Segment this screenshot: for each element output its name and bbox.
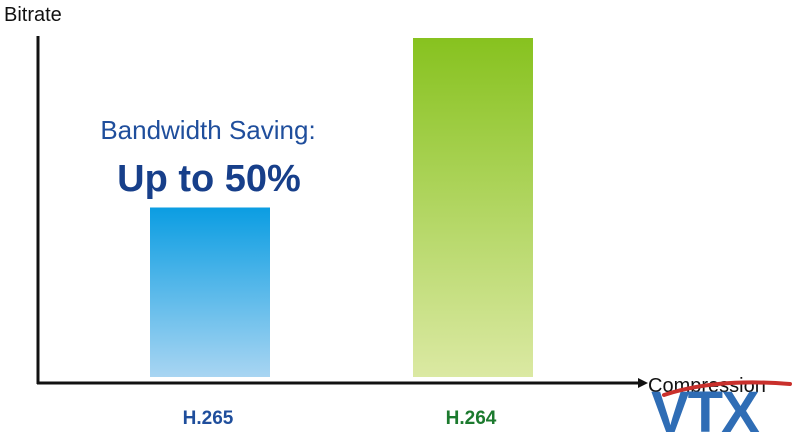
logo-swoosh (662, 380, 792, 397)
tick-label-h265: H.265 (183, 408, 234, 429)
bars-group (150, 38, 533, 377)
y-axis-label: Bitrate (4, 4, 62, 26)
x-axis-arrow (638, 378, 648, 388)
bar-h265 (150, 207, 270, 377)
annotation-line-2: Up to 50% (117, 158, 301, 200)
tick-label-h264: H.264 (446, 408, 497, 429)
logo-text: VTX (651, 380, 760, 436)
annotation-line-1: Bandwidth Saving: (100, 115, 315, 145)
vtx-logo: VTX (651, 380, 792, 436)
bar-h264 (413, 38, 533, 377)
